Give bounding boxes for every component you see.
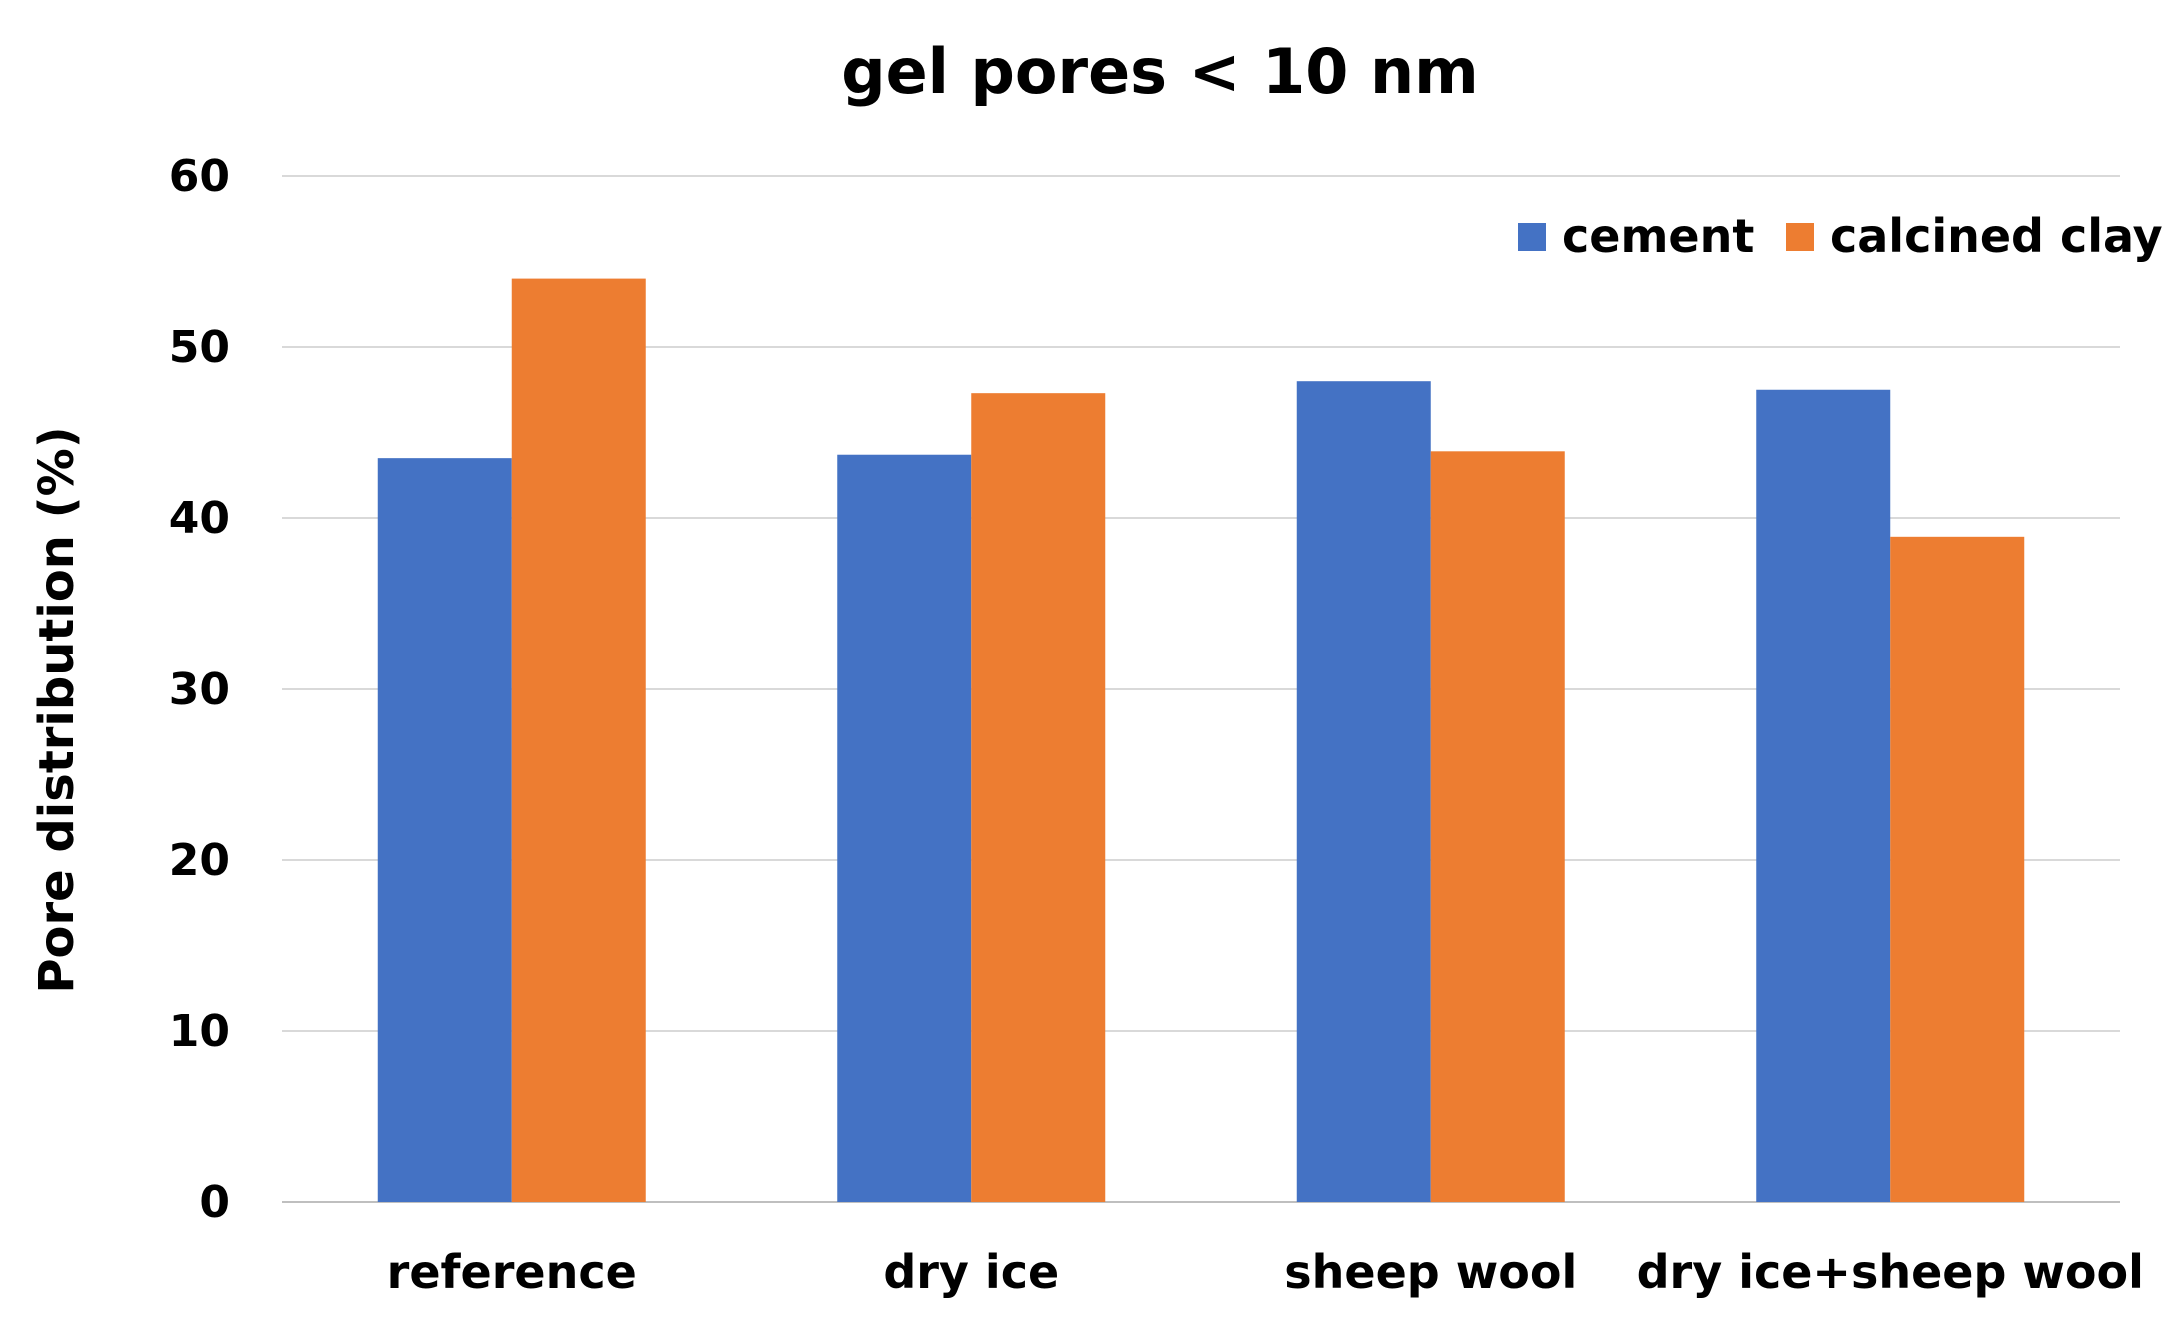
bar-cement-1 xyxy=(837,454,972,1203)
y-tick-label: 40 xyxy=(169,493,230,544)
legend-label-cement: cement xyxy=(1562,209,1754,263)
y-tick-label: 20 xyxy=(169,835,230,886)
legend-label-calcined-clay: calcined clay xyxy=(1830,209,2163,263)
y-axis-ticks: 0 10 20 30 40 50 60 xyxy=(169,151,230,1228)
legend: cement calcined clay xyxy=(1518,209,2163,263)
bars xyxy=(377,278,2025,1203)
bar-cement-0 xyxy=(377,458,512,1202)
y-tick-label: 50 xyxy=(169,322,230,373)
y-tick-label: 30 xyxy=(169,664,230,715)
y-tick-label: 60 xyxy=(169,151,230,202)
x-category-label: dry ice+sheep wool xyxy=(1637,1245,2144,1299)
bar-calcined-clay-2 xyxy=(1430,451,1565,1202)
y-axis-label: Pore distribution (%) xyxy=(29,426,85,993)
x-category-label: dry ice xyxy=(883,1245,1059,1299)
y-tick-label: 0 xyxy=(199,1177,230,1228)
x-category-label: sheep wool xyxy=(1284,1245,1577,1299)
x-axis-categories: reference dry ice sheep wool dry ice+sheep … xyxy=(387,1245,2144,1299)
bar-calcined-clay-0 xyxy=(511,278,646,1203)
y-tick-label: 10 xyxy=(169,1006,230,1057)
chart-title: gel pores < 10 nm xyxy=(841,35,1479,108)
bar-cement-3 xyxy=(1756,389,1891,1202)
bar-calcined-clay-1 xyxy=(971,393,1106,1202)
bar-calcined-clay-3 xyxy=(1890,536,2025,1202)
legend-swatch-calcined-clay xyxy=(1786,223,1814,251)
legend-swatch-cement xyxy=(1518,223,1546,251)
bar-cement-2 xyxy=(1296,381,1431,1202)
x-category-label: reference xyxy=(387,1245,637,1299)
